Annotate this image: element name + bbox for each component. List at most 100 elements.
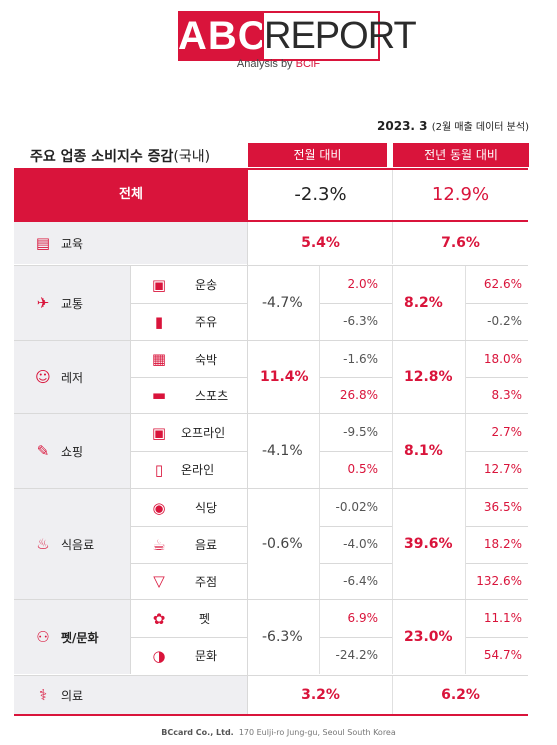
header-yoy: 전년 동월 대비 <box>393 143 529 167</box>
leisure-label: ☺ 레저 <box>34 341 83 413</box>
divider <box>320 563 393 564</box>
pet-label: ⚇ 펫/문화 <box>34 600 99 674</box>
pet-sub-2-yoy: 54.7% <box>483 648 522 662</box>
shopping-mom: -4.1% <box>262 443 303 459</box>
divider <box>392 170 393 220</box>
shopping-label-text: 쇼핑 <box>61 444 84 459</box>
medical-label: ⚕ 의료 <box>34 676 83 714</box>
dog-icon: ⚇ <box>36 628 50 646</box>
divider <box>14 488 528 489</box>
food-yoy: 39.6% <box>404 536 453 552</box>
divider <box>320 637 393 638</box>
sub-row-label: ▯ 온라인 <box>150 451 248 488</box>
report-logo: ABC REPORT <box>178 11 417 61</box>
divider <box>14 675 528 676</box>
divider <box>247 222 248 714</box>
shopping-sub-1-yoy: 2.7% <box>491 425 523 439</box>
syringe-icon: ⚕ <box>38 686 48 704</box>
sub-row-label: ▽ 주점 <box>150 563 248 599</box>
transport-sub-2-mom: -6.3% <box>343 314 378 328</box>
bus-icon: ▣ <box>151 275 167 294</box>
divider <box>319 489 320 599</box>
shopping-sub-2-label: 온라인 <box>181 463 215 477</box>
total-label: 전체 <box>14 170 248 220</box>
shopping-bag-icon: ▣ <box>151 423 167 442</box>
leisure-sub-1-yoy: 18.0% <box>483 352 522 366</box>
divider <box>319 341 320 413</box>
pet-mom: -6.3% <box>262 629 303 645</box>
paw-icon: ✿ <box>152 609 166 628</box>
leisure-sub-1-mom: -1.6% <box>343 352 378 366</box>
pet-sub-2-mom: -24.2% <box>335 648 378 662</box>
header-mom: 전월 대비 <box>248 143 387 167</box>
divider <box>466 637 528 638</box>
food-sub-3-mom: -6.4% <box>343 574 378 588</box>
divider <box>392 341 393 413</box>
divider <box>130 377 248 378</box>
sub-row-label: ▬ 스포츠 <box>150 377 248 413</box>
divider <box>392 600 393 674</box>
divider <box>392 266 393 340</box>
card-payment-icon: ✎ <box>36 442 50 460</box>
footer-address: 170 Eulji-ro Jung-gu, Seoul South Korea <box>238 728 396 737</box>
divider <box>392 489 393 599</box>
transport-sub-1-yoy: 62.6% <box>483 277 522 291</box>
shopping-sub-2-yoy: 12.7% <box>483 462 522 476</box>
medical-panel <box>14 676 248 714</box>
food-sub-1-yoy: 36.5% <box>483 500 522 514</box>
leisure-sub-1-label: 숙박 <box>195 352 218 367</box>
food-sub-2-mom: -4.0% <box>343 537 378 551</box>
pet-label-text: 펫/문화 <box>61 630 99 645</box>
pet-yoy: 23.0% <box>404 629 453 645</box>
logo-subtitle: Analysis by BCiF <box>0 58 557 70</box>
shopping-panel <box>14 414 130 488</box>
divider <box>130 526 248 527</box>
shopping-sub-2-mom: 0.5% <box>347 462 379 476</box>
date-main: 2023. 3 <box>377 119 428 133</box>
logo-abc-mark: ABC <box>178 11 267 61</box>
education-label-text: 교육 <box>61 236 84 251</box>
transport-panel <box>14 266 130 340</box>
food-label-text: 식음료 <box>61 537 95 552</box>
divider <box>14 265 528 266</box>
total-yoy: 12.9% <box>431 184 490 205</box>
pet-sub-2-label: 문화 <box>195 649 218 663</box>
sub-row-label: ☕ 음료 <box>150 526 248 563</box>
food-sub-3-label: 주점 <box>195 574 218 589</box>
sub-row-label: ▣ 오프라인 <box>150 414 248 451</box>
food-sub-1-mom: -0.02% <box>335 500 378 514</box>
mobile-shop-icon: ▯ <box>154 460 164 479</box>
logo-sub-brand: BCiF <box>295 58 321 70</box>
sub-row-label: ▦ 숙박 <box>150 341 248 377</box>
pet-sub-1-label: 펫 <box>199 612 211 626</box>
education-panel <box>14 222 248 264</box>
divider <box>465 414 466 488</box>
cocktail-icon: ▽ <box>153 572 165 590</box>
transport-sub-1-mom: 2.0% <box>347 277 379 291</box>
footer-company: BCcard Co., Ltd. <box>161 728 234 737</box>
divider <box>130 266 131 674</box>
food-truck-icon: ♨ <box>36 535 50 553</box>
food-panel <box>14 489 130 599</box>
divider <box>466 563 528 564</box>
smile-icon: ☺ <box>35 368 51 386</box>
divider <box>466 303 528 304</box>
sub-row-label: ✿ 펫 <box>150 600 248 637</box>
sub-row-label: ◉ 식당 <box>150 489 248 526</box>
divider <box>14 413 528 414</box>
divider <box>392 222 393 264</box>
divider <box>466 526 528 527</box>
food-sub-2-yoy: 18.2% <box>483 537 522 551</box>
divider <box>392 676 393 714</box>
divider <box>320 303 393 304</box>
title-main: 주요 업종 소비지수 증감 <box>30 149 174 165</box>
leisure-sub-2-mom: 26.8% <box>339 388 378 402</box>
divider <box>319 266 320 340</box>
medical-mom: 3.2% <box>301 687 340 703</box>
sub-row-label: ◑ 문화 <box>150 637 248 674</box>
transport-sub-1-label: 운송 <box>195 278 218 292</box>
table-title: 주요 업종 소비지수 증감(국내) <box>30 146 210 166</box>
shopping-yoy: 8.1% <box>404 443 443 459</box>
leisure-yoy: 12.8% <box>404 369 453 385</box>
divider <box>466 451 528 452</box>
